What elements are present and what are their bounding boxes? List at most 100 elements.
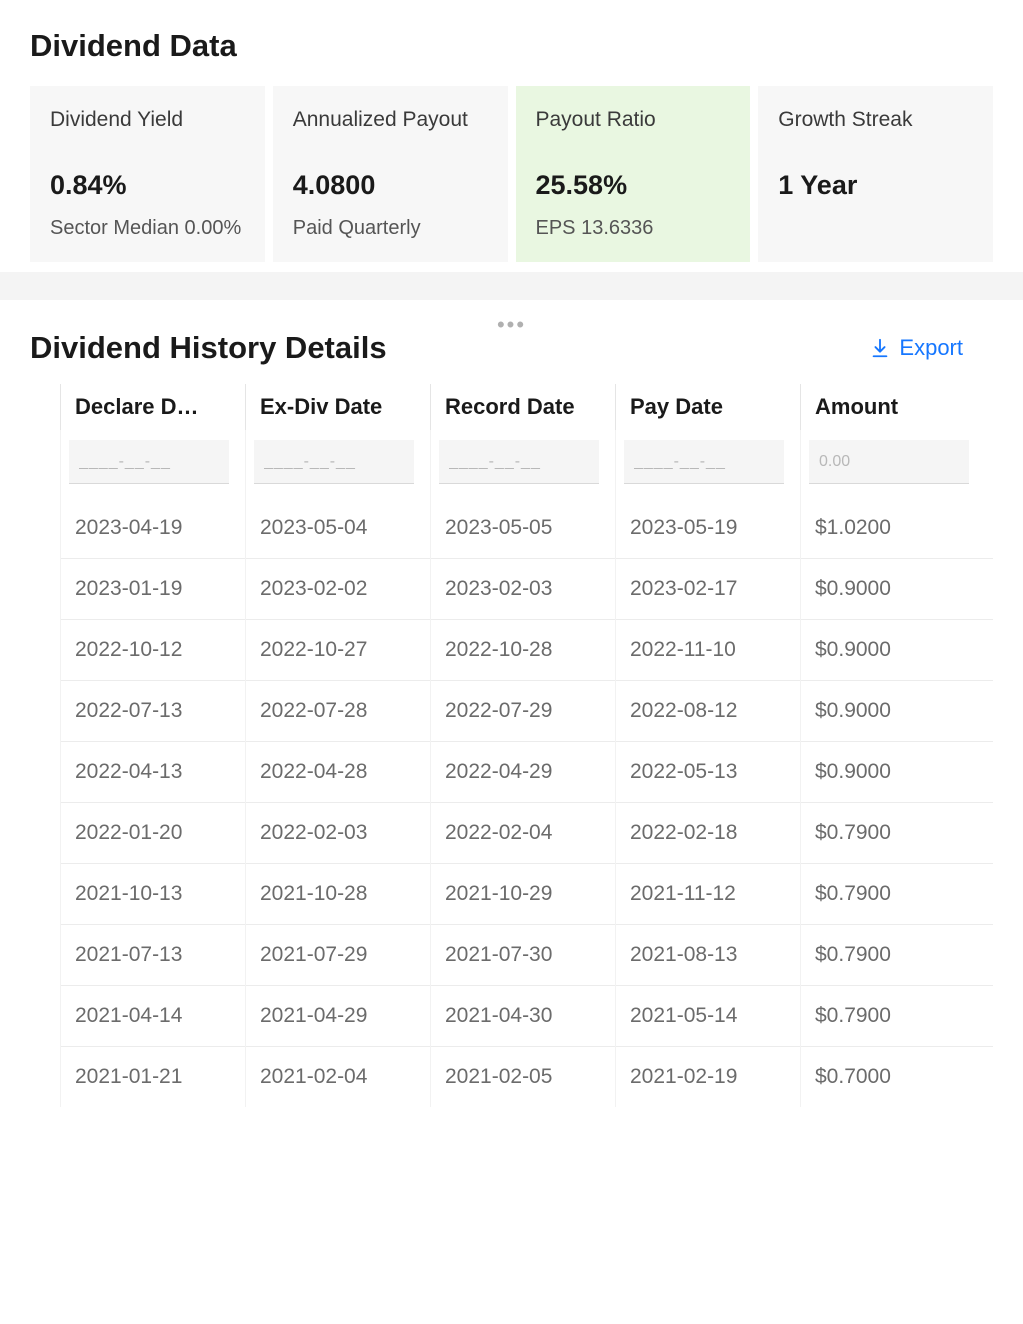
page-root: Dividend Data Dividend Yield 0.84% Sector …: [0, 0, 1023, 1117]
cell-pay: 2021-08-13: [616, 925, 801, 986]
summary-card[interactable]: Payout Ratio 25.58% EPS 13.6336: [516, 86, 751, 262]
filter-cell-amount: [801, 430, 994, 498]
cell-record: 2021-07-30: [431, 925, 616, 986]
cell-amount: $0.7900: [801, 864, 994, 925]
column-header-declare[interactable]: Declare D…: [61, 384, 246, 430]
cell-declare: 2021-01-21: [61, 1047, 246, 1108]
filter-cell-pay: [616, 430, 801, 498]
cell-declare: 2022-04-13: [61, 742, 246, 803]
filter-cell-exdiv: [246, 430, 431, 498]
table-header-row: Declare D…Ex-Div DateRecord DatePay Date…: [61, 384, 994, 430]
card-sublabel: EPS 13.6336: [536, 215, 731, 242]
cell-record: 2023-05-05: [431, 498, 616, 559]
cell-exdiv: 2023-05-04: [246, 498, 431, 559]
column-header-amount[interactable]: Amount: [801, 384, 994, 430]
cell-pay: 2022-08-12: [616, 681, 801, 742]
cell-declare: 2023-04-19: [61, 498, 246, 559]
filter-input-amount[interactable]: [809, 440, 969, 484]
cell-amount: $0.9000: [801, 681, 994, 742]
cell-amount: $0.9000: [801, 620, 994, 681]
cell-record: 2021-10-29: [431, 864, 616, 925]
table-row[interactable]: 2022-04-132022-04-282022-04-292022-05-13…: [61, 742, 994, 803]
section-divider: [0, 272, 1023, 300]
cell-amount: $1.0200: [801, 498, 994, 559]
column-header-pay[interactable]: Pay Date: [616, 384, 801, 430]
dividend-history-section: ••• Dividend History Details Export Decl…: [0, 300, 1023, 1117]
cell-exdiv: 2021-02-04: [246, 1047, 431, 1108]
cell-pay: 2022-02-18: [616, 803, 801, 864]
cell-declare: 2022-01-20: [61, 803, 246, 864]
cell-exdiv: 2022-04-28: [246, 742, 431, 803]
card-sublabel: Paid Quarterly: [293, 215, 488, 242]
history-table: Declare D…Ex-Div DateRecord DatePay Date…: [60, 384, 993, 1107]
cell-exdiv: 2021-04-29: [246, 986, 431, 1047]
cell-record: 2022-07-29: [431, 681, 616, 742]
table-row[interactable]: 2021-10-132021-10-282021-10-292021-11-12…: [61, 864, 994, 925]
cell-pay: 2021-05-14: [616, 986, 801, 1047]
cell-pay: 2022-11-10: [616, 620, 801, 681]
table-row[interactable]: 2023-01-192023-02-022023-02-032023-02-17…: [61, 559, 994, 620]
table-row[interactable]: 2022-10-122022-10-272022-10-282022-11-10…: [61, 620, 994, 681]
cell-exdiv: 2021-07-29: [246, 925, 431, 986]
card-label: Growth Streak: [778, 106, 973, 160]
summary-card[interactable]: Growth Streak 1 Year: [758, 86, 993, 262]
cell-amount: $0.7900: [801, 803, 994, 864]
card-label: Dividend Yield: [50, 106, 245, 160]
card-sublabel: Sector Median 0.00%: [50, 215, 245, 242]
cell-record: 2022-02-04: [431, 803, 616, 864]
cell-amount: $0.7900: [801, 986, 994, 1047]
cell-declare: 2021-04-14: [61, 986, 246, 1047]
table-row[interactable]: 2022-07-132022-07-282022-07-292022-08-12…: [61, 681, 994, 742]
cell-amount: $0.7900: [801, 925, 994, 986]
summary-card[interactable]: Annualized Payout 4.0800 Paid Quarterly: [273, 86, 508, 262]
cell-pay: 2023-05-19: [616, 498, 801, 559]
cell-exdiv: 2022-07-28: [246, 681, 431, 742]
table-row[interactable]: 2021-01-212021-02-042021-02-052021-02-19…: [61, 1047, 994, 1108]
card-label: Annualized Payout: [293, 106, 488, 160]
filter-input-exdiv[interactable]: [254, 440, 414, 484]
cell-record: 2022-04-29: [431, 742, 616, 803]
table-row[interactable]: 2021-07-132021-07-292021-07-302021-08-13…: [61, 925, 994, 986]
dividend-data-title: Dividend Data: [30, 28, 993, 64]
cell-exdiv: 2022-10-27: [246, 620, 431, 681]
cell-pay: 2023-02-17: [616, 559, 801, 620]
filter-input-declare[interactable]: [69, 440, 229, 484]
cell-amount: $0.9000: [801, 742, 994, 803]
cell-pay: 2021-02-19: [616, 1047, 801, 1108]
filter-input-record[interactable]: [439, 440, 599, 484]
cell-record: 2022-10-28: [431, 620, 616, 681]
card-value: 1 Year: [778, 170, 973, 201]
table-row[interactable]: 2021-04-142021-04-292021-04-302021-05-14…: [61, 986, 994, 1047]
table-filter-row: [61, 430, 994, 498]
cell-declare: 2022-07-13: [61, 681, 246, 742]
cell-declare: 2022-10-12: [61, 620, 246, 681]
card-value: 0.84%: [50, 170, 245, 201]
export-button[interactable]: Export: [869, 335, 963, 361]
card-value: 4.0800: [293, 170, 488, 201]
column-header-exdiv[interactable]: Ex-Div Date: [246, 384, 431, 430]
cell-declare: 2023-01-19: [61, 559, 246, 620]
cell-amount: $0.7000: [801, 1047, 994, 1108]
table-body: 2023-04-192023-05-042023-05-052023-05-19…: [61, 498, 994, 1107]
history-table-wrap: Declare D…Ex-Div DateRecord DatePay Date…: [30, 366, 993, 1107]
filter-input-pay[interactable]: [624, 440, 784, 484]
filter-cell-declare: [61, 430, 246, 498]
table-row[interactable]: 2022-01-202022-02-032022-02-042022-02-18…: [61, 803, 994, 864]
download-icon: [869, 337, 891, 359]
cell-pay: 2022-05-13: [616, 742, 801, 803]
summary-card[interactable]: Dividend Yield 0.84% Sector Median 0.00%: [30, 86, 265, 262]
cell-record: 2023-02-03: [431, 559, 616, 620]
cell-exdiv: 2021-10-28: [246, 864, 431, 925]
export-label: Export: [899, 335, 963, 361]
summary-cards-row: Dividend Yield 0.84% Sector Median 0.00% An…: [30, 86, 993, 262]
column-header-record[interactable]: Record Date: [431, 384, 616, 430]
cell-declare: 2021-07-13: [61, 925, 246, 986]
cell-record: 2021-02-05: [431, 1047, 616, 1108]
dividend-data-section: Dividend Data Dividend Yield 0.84% Sector …: [0, 0, 1023, 272]
table-row[interactable]: 2023-04-192023-05-042023-05-052023-05-19…: [61, 498, 994, 559]
filter-cell-record: [431, 430, 616, 498]
cell-exdiv: 2022-02-03: [246, 803, 431, 864]
card-value: 25.58%: [536, 170, 731, 201]
history-title: Dividend History Details: [30, 330, 387, 366]
card-label: Payout Ratio: [536, 106, 731, 160]
